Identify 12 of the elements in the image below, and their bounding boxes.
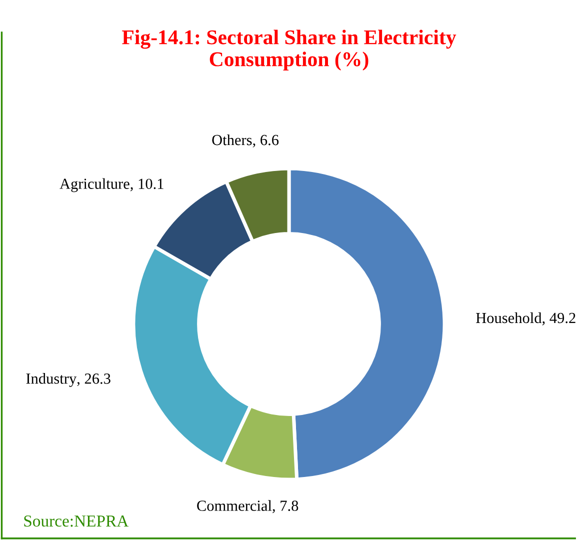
data-label: , 10.1 [130,178,164,192]
data-label: , 6.6 [252,134,279,148]
slice-label: Industry [26,373,77,387]
data-label: , 7.8 [272,500,298,514]
data-label: , 26.3 [77,374,110,386]
slice-label: Commercial [197,500,272,511]
data-label: , 49.2 [542,312,576,326]
slice-label: Household [476,312,542,324]
slice-label: Others [212,134,252,146]
source-note: Source:NEPRA [24,515,129,527]
chart-title: Fig-14.1: Sectoral Share in Electricity Consumption (%) [122,30,456,71]
slice-label: Agriculture [60,178,130,192]
